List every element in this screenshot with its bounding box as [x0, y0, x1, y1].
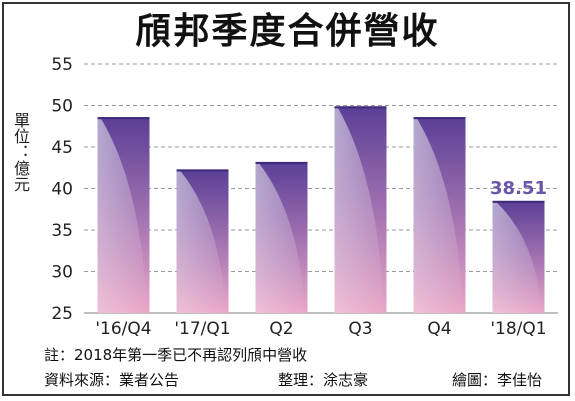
data-labels: 38.51 [490, 178, 547, 199]
data-label: 38.51 [490, 178, 547, 199]
x-tick-label: '18/Q1 [490, 319, 546, 339]
bar-sheen [334, 106, 384, 313]
grid-lines [84, 63, 558, 314]
bar-top-edge [255, 161, 308, 164]
bar [255, 161, 308, 313]
bar-sheen [255, 161, 305, 313]
bar [492, 200, 545, 313]
bar-top-edge [97, 117, 150, 120]
chart-title: 頎邦季度合併營收 [135, 11, 440, 52]
x-tick-label: Q2 [269, 319, 293, 339]
bar-sheen [97, 117, 147, 314]
y-tick-label: 40 [51, 180, 73, 200]
bars [97, 106, 545, 314]
bar-top-edge [334, 106, 387, 109]
y-tick-label: 25 [51, 304, 73, 324]
y-tick-label: 30 [51, 263, 73, 283]
bar [334, 106, 387, 313]
bar [176, 169, 229, 313]
bar [413, 117, 466, 314]
footer-editor: 整理：涂志豪 [278, 371, 369, 389]
category-labels: '16/Q4 '17/Q1 Q2 Q3 Q4 '18/Q1 [95, 319, 546, 339]
x-tick-label: '16/Q4 [95, 319, 151, 339]
x-tick-label: Q4 [427, 319, 451, 339]
x-tick-label: Q3 [348, 319, 372, 339]
footer-note: 註：2018年第一季已不再認列頎中營收 [44, 346, 308, 364]
bar-top-edge [413, 117, 466, 120]
y-tick-label: 35 [51, 221, 73, 241]
y-tick-label: 55 [51, 55, 73, 75]
y-tick-label: 50 [51, 97, 73, 117]
footer-source: 資料來源：業者公告 [44, 371, 180, 389]
x-tick-label: '17/Q1 [174, 319, 230, 339]
unit-label: 單位：億元 [11, 112, 30, 192]
bar-top-edge [492, 200, 545, 203]
bar [97, 117, 150, 314]
bar-top-edge [176, 169, 229, 172]
y-axis-ticks: 25 30 35 40 45 50 55 [51, 55, 73, 324]
bar-sheen [492, 200, 542, 313]
bar-sheen [413, 117, 463, 314]
footer-illustrator: 繪圖：李佳怡 [452, 371, 543, 389]
bar-sheen [176, 169, 226, 313]
y-tick-label: 45 [51, 138, 73, 158]
